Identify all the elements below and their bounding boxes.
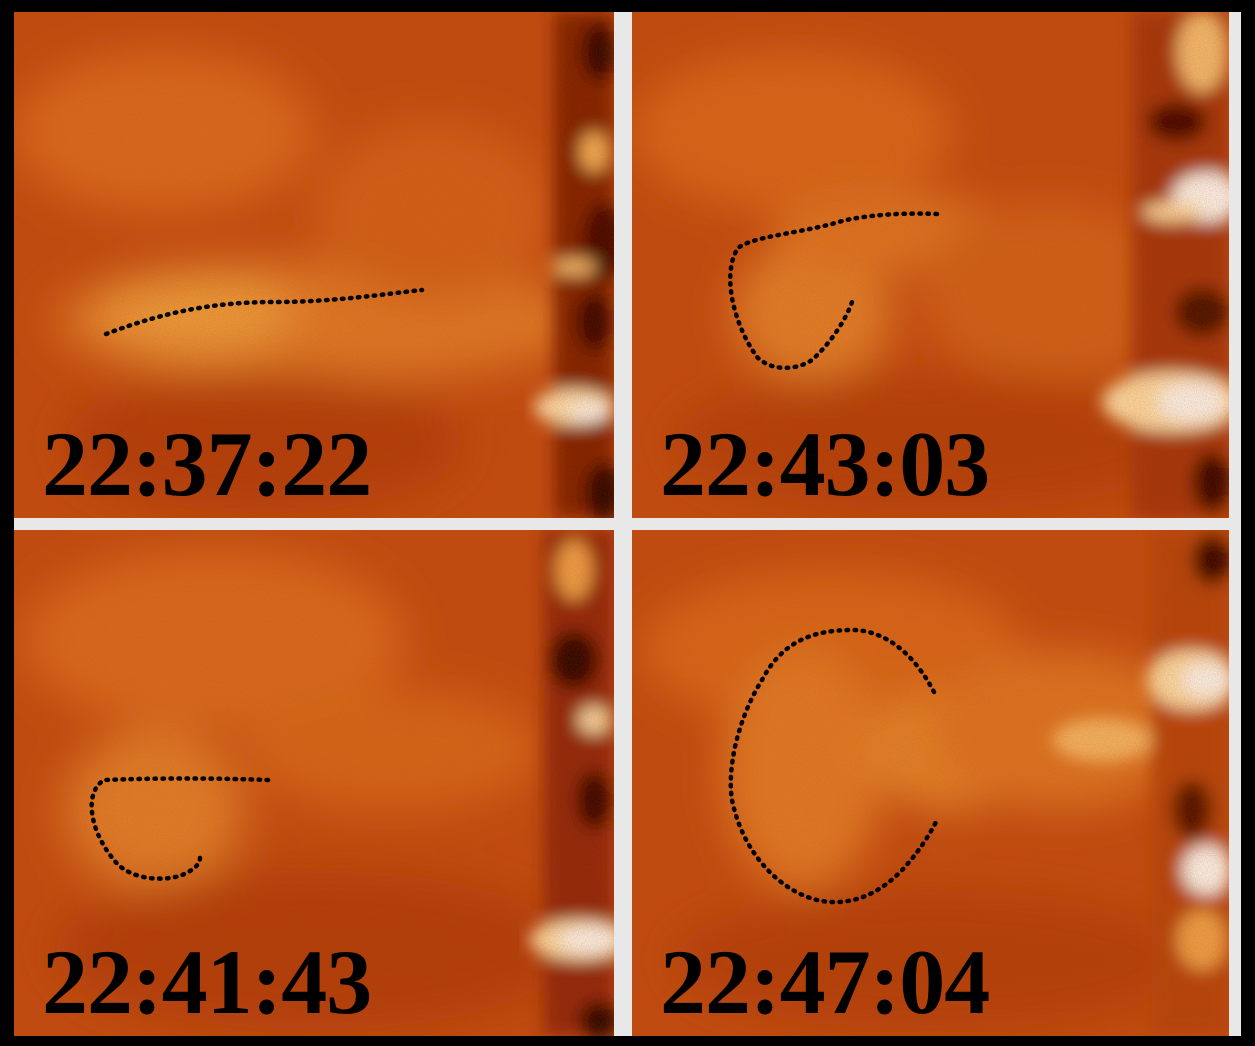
tracked-feature-curve xyxy=(103,287,425,337)
solar-image-top-left xyxy=(14,12,614,518)
panel-bottom-right: 22:47:04 xyxy=(632,530,1229,1036)
timestamp-label: 22:37:22 xyxy=(42,413,372,515)
timestamp-label: 22:43:03 xyxy=(660,413,990,515)
panel-bottom-left: 22:41:43 xyxy=(14,530,614,1036)
tracked-feature-curve xyxy=(89,776,271,881)
timestamp-label: 22:47:04 xyxy=(660,931,990,1033)
panel-top-right: 22:43:03 xyxy=(632,12,1229,518)
panel-grid: 22:37:22 xyxy=(14,12,1241,1036)
solar-image-bottom-right xyxy=(632,530,1229,1036)
tracked-feature-curve xyxy=(728,211,940,371)
tracked-feature-curve xyxy=(728,627,940,905)
panel-top-left: 22:37:22 xyxy=(14,12,614,518)
solar-image-top-right xyxy=(632,12,1229,518)
timestamp-label: 22:41:43 xyxy=(42,931,372,1033)
solar-image-bottom-left xyxy=(14,530,614,1036)
